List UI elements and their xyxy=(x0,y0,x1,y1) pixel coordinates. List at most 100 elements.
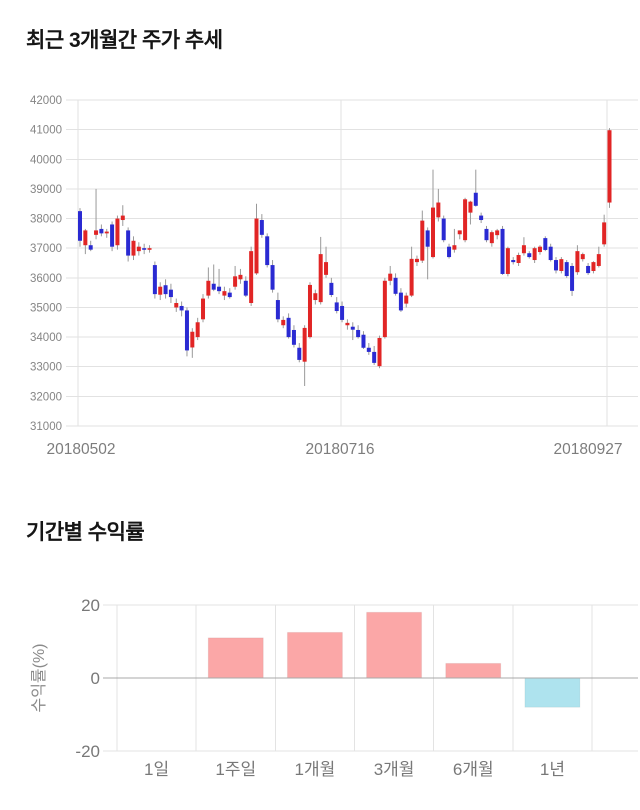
candle-up xyxy=(324,262,329,275)
y-axis-tick-label: 32000 xyxy=(30,391,62,403)
candle-down xyxy=(270,265,275,290)
candle-up xyxy=(516,254,521,263)
candle-up xyxy=(94,230,99,235)
candle-down xyxy=(126,230,131,256)
candle-up xyxy=(409,258,414,296)
candle-down xyxy=(473,192,478,206)
candle-down xyxy=(110,224,115,247)
candle-up xyxy=(452,245,457,250)
price-candlestick-chart: 42000 41000 40000 39000 38000 37000 36000 35000… xyxy=(30,95,638,458)
candle-up xyxy=(591,262,596,272)
candle-down xyxy=(99,228,104,234)
candle-down xyxy=(184,310,189,351)
y-axis-tick-label: 42000 xyxy=(30,95,62,107)
period-returns-bar-chart: 20 0 -20 1일 1주일 1개월 3개월 6개월 1년 수익률(%) xyxy=(30,596,638,779)
x-axis-tick-label: 20180502 xyxy=(47,441,116,458)
bar-positive xyxy=(366,611,423,679)
candle-down xyxy=(152,265,157,295)
candle-down xyxy=(286,317,291,338)
candle-down xyxy=(425,230,430,247)
candle-up xyxy=(307,284,312,338)
candle-up xyxy=(131,240,136,256)
candle-down xyxy=(441,218,446,241)
candle-up xyxy=(377,337,382,367)
candle-up xyxy=(174,303,179,308)
candle-up xyxy=(388,273,393,281)
candle-down xyxy=(297,347,302,360)
candle-up xyxy=(254,218,259,274)
candle-up xyxy=(537,246,542,253)
y-axis-tick-label: 33000 xyxy=(30,362,62,374)
candle-down xyxy=(356,329,361,338)
candle-up xyxy=(115,218,120,246)
candle-up xyxy=(602,222,607,245)
y-axis-tick-label: 34000 xyxy=(30,332,62,344)
candle-down xyxy=(527,253,532,258)
candle-up xyxy=(521,245,526,254)
candle-up xyxy=(489,232,494,244)
candle-up xyxy=(313,293,318,301)
candle-down xyxy=(211,283,216,290)
returns-chart-title: 기간별 수익률 xyxy=(26,521,145,544)
candle-down xyxy=(554,260,559,271)
candle-up xyxy=(195,322,200,338)
candle-up xyxy=(420,220,425,261)
candle-up xyxy=(580,254,585,260)
candle-down xyxy=(479,215,484,221)
category-label: 1년 xyxy=(540,760,565,779)
candle-up xyxy=(158,286,163,295)
y-axis-tick-label: 39000 xyxy=(30,184,62,196)
bar-positive xyxy=(445,662,502,679)
y-axis-tick-label: 35000 xyxy=(30,302,62,314)
candle-down xyxy=(586,265,591,274)
candle-down xyxy=(361,334,366,348)
candle-down xyxy=(484,228,489,241)
x-axis-tick-label: 20180716 xyxy=(306,441,375,458)
candle-up xyxy=(104,231,109,234)
candle-down xyxy=(543,238,548,250)
candle-down xyxy=(564,262,569,277)
category-label: 1주일 xyxy=(215,760,256,779)
candle-up xyxy=(281,319,286,326)
candle-up xyxy=(532,248,537,261)
candle-up xyxy=(120,215,125,221)
candle-up xyxy=(249,251,254,304)
y-axis-tick-label: -20 xyxy=(75,742,100,761)
candle-down xyxy=(329,282,334,296)
candle-down xyxy=(447,246,452,258)
candle-down xyxy=(398,292,403,311)
candle-down xyxy=(88,245,93,250)
candle-down xyxy=(511,260,516,263)
candle-up xyxy=(136,246,141,252)
candle-down xyxy=(366,347,371,352)
y-axis-tick-label: 37000 xyxy=(30,243,62,255)
price-chart-title: 최근 3개월간 주가 추세 xyxy=(26,29,223,52)
candle-down xyxy=(168,289,173,298)
candle-down xyxy=(372,351,377,363)
y-axis-tick-label: 0 xyxy=(91,669,100,688)
candle-up xyxy=(83,230,88,246)
candle-up xyxy=(457,230,462,235)
candle-up xyxy=(414,258,419,263)
candle-down xyxy=(265,236,270,266)
candle-up xyxy=(345,322,350,326)
bar-negative xyxy=(524,677,581,708)
candle-up xyxy=(201,298,206,320)
x-axis-tick-label: 20180927 xyxy=(554,441,623,458)
candle-up xyxy=(238,274,243,280)
candle-down xyxy=(142,248,147,250)
candle-down xyxy=(227,292,232,298)
candle-down xyxy=(350,326,355,330)
candle-down xyxy=(78,211,82,241)
candle-up xyxy=(431,207,435,258)
candle-up xyxy=(190,331,195,348)
candle-down xyxy=(570,265,575,291)
candle-up xyxy=(559,259,564,272)
y-axis-tick-label: 36000 xyxy=(30,273,62,285)
bar-positive xyxy=(207,637,264,679)
candle-up xyxy=(596,254,601,266)
candle-down xyxy=(500,228,505,274)
candle-up xyxy=(222,291,227,296)
candle-up xyxy=(436,202,441,218)
candle-up xyxy=(302,327,307,362)
